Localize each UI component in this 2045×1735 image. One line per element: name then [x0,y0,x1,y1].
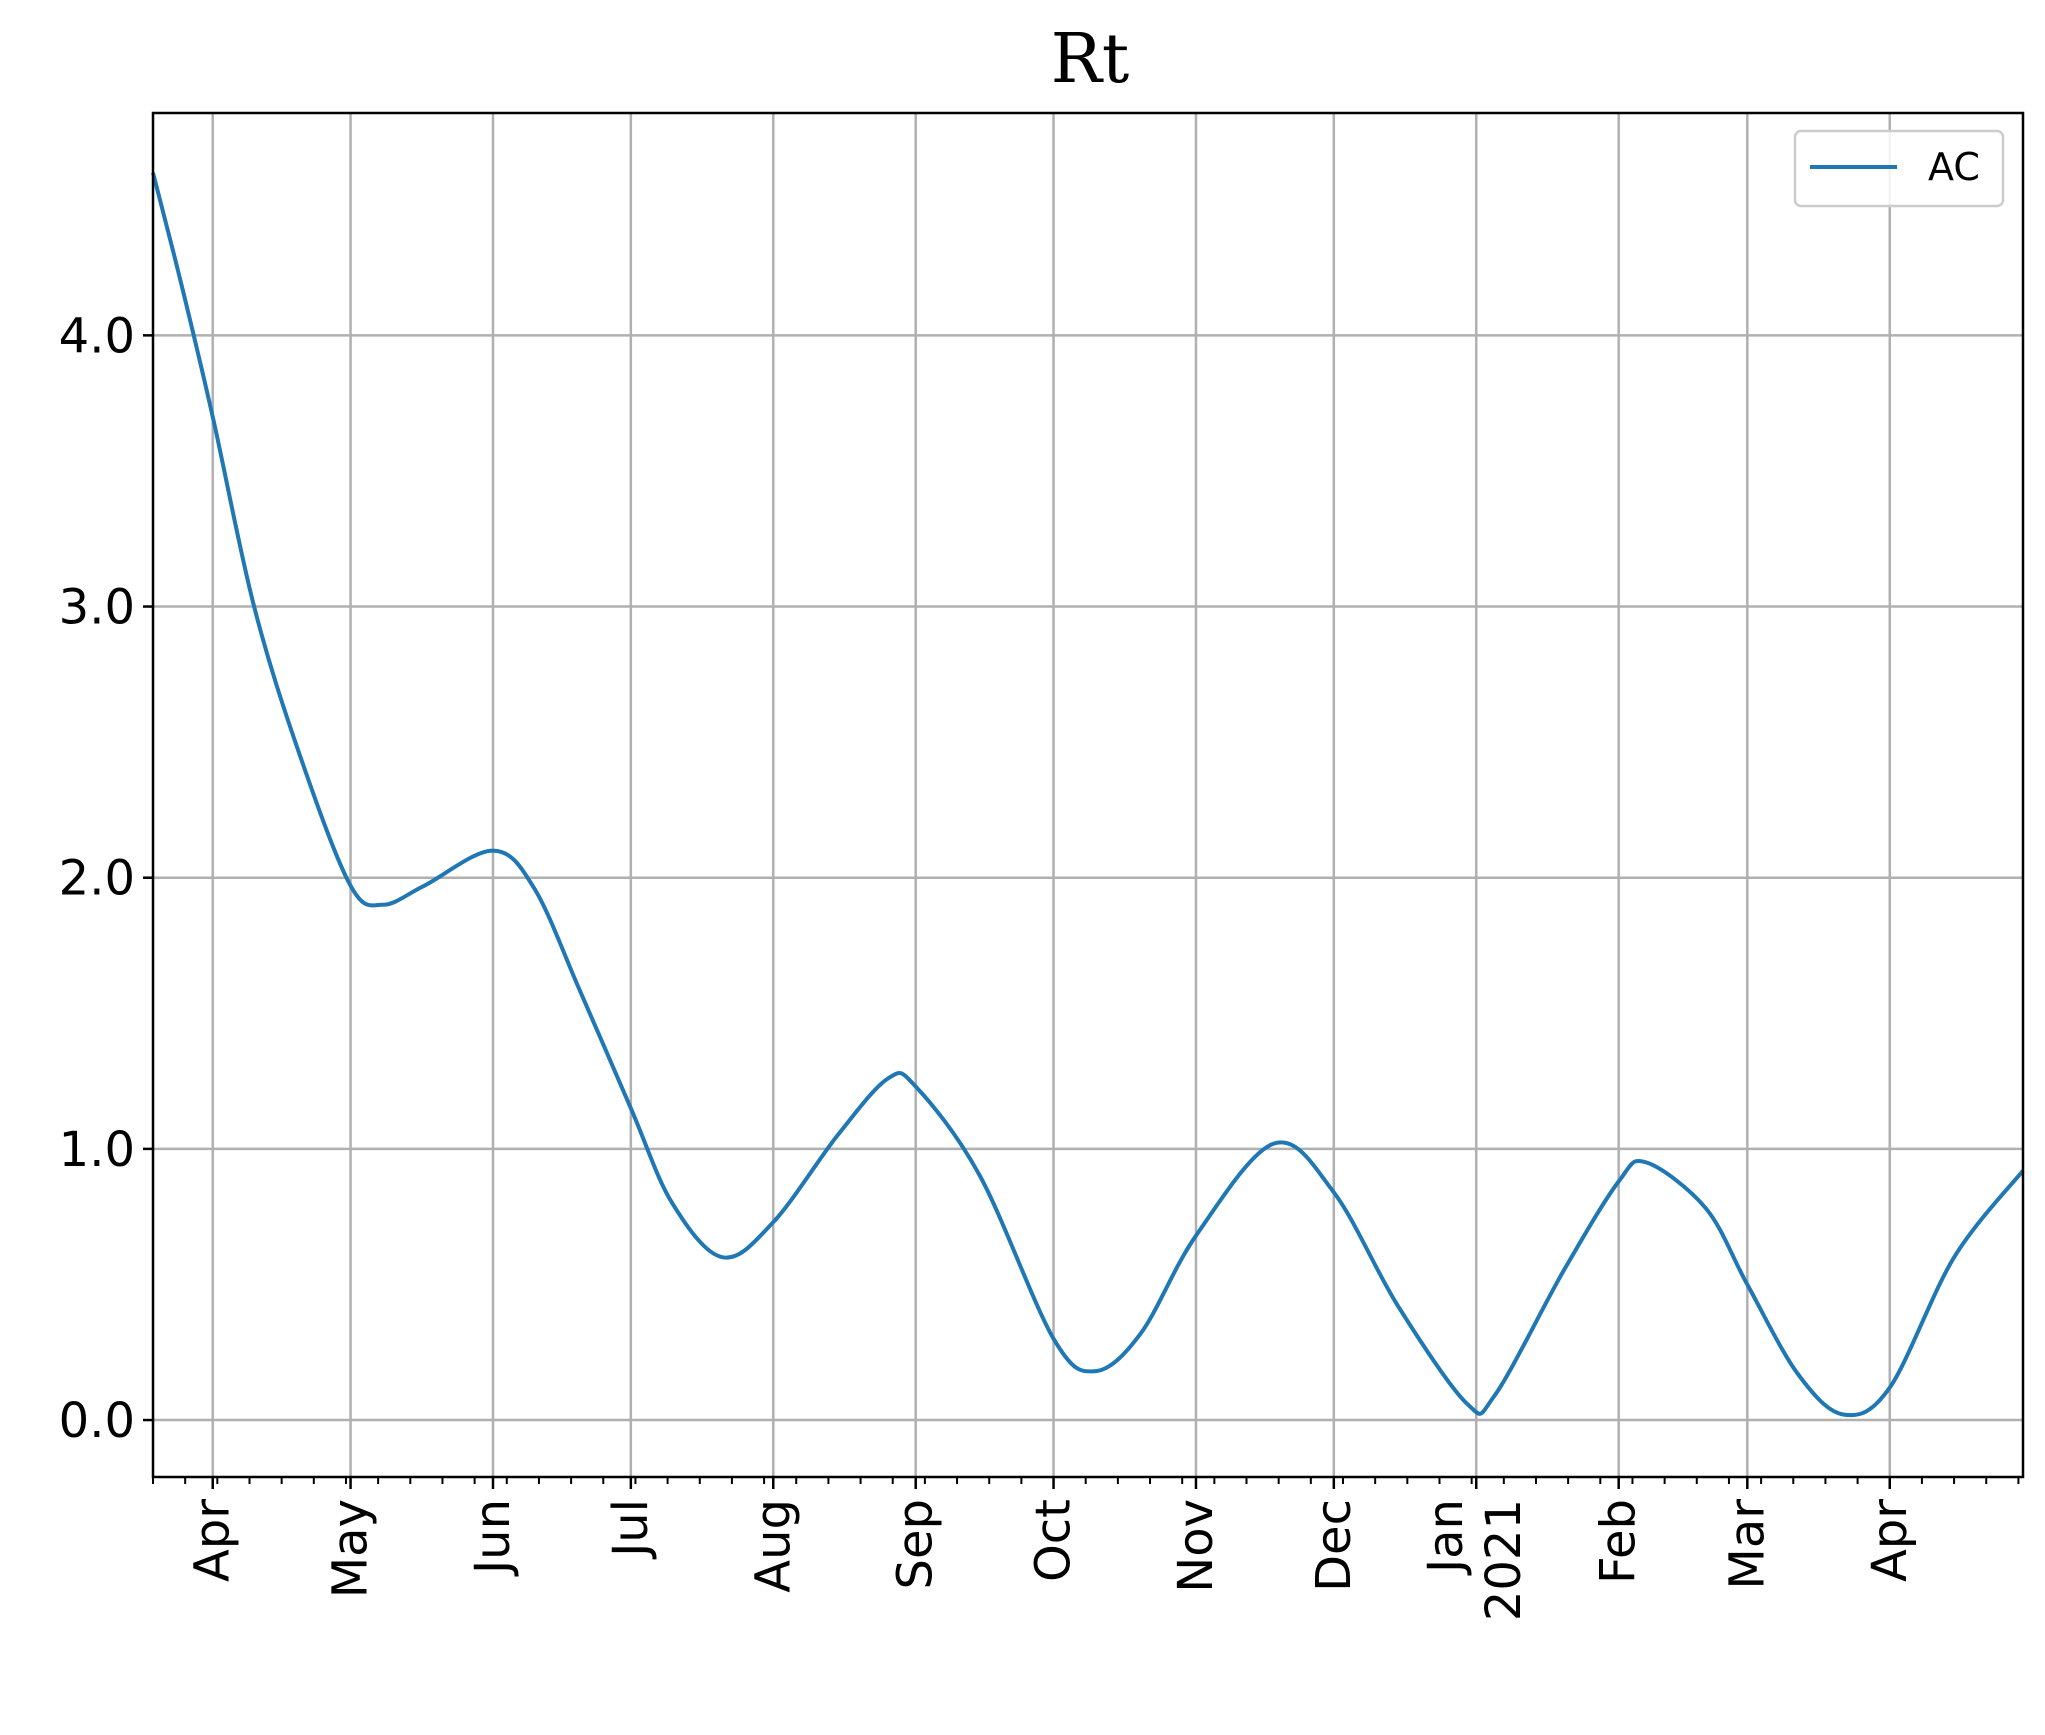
legend-label: AC [1928,145,1980,189]
chart-title: Rt [1051,20,1130,99]
x-tick-label: Sep [888,1499,944,1589]
x-tick-label: Apr [1862,1499,1918,1582]
series-line-ac [151,172,2025,1418]
x-tick-label: Jul [603,1499,659,1560]
x-tick-label: Oct [1026,1499,1082,1582]
plot-area: 0.0 1.0 2.0 3.0 4.0 Apr May Jun Jul Aug Sep Oct Nov… [59,111,2025,1621]
x-tick-label: Aug [745,1499,801,1593]
x-tick-label: Jun [465,1499,521,1577]
x-tick-label: Mar [1719,1499,1775,1590]
legend: AC [1793,129,2005,208]
x-tick-label: Jan [1418,1499,1474,1576]
x-tick-label: May [323,1499,379,1598]
series-layer [151,172,2025,1418]
x-axis: Apr May Jun Jul Aug Sep Oct Nov Dec Jan 2021 Feb Mar… [152,1477,2020,1621]
y-tick-label: 0.0 [59,1393,135,1449]
x-tick-label: Nov [1168,1499,1224,1593]
y-tick-label: 4.0 [59,308,135,364]
x-tick-label: Feb [1591,1499,1647,1584]
x-tick-label: Dec [1306,1499,1362,1592]
grid-lines [153,113,2023,1477]
y-tick-label: 1.0 [59,1122,135,1178]
x-tick-year-label: 2021 [1476,1499,1532,1621]
y-tick-label: 2.0 [59,851,135,907]
x-tick-label: Apr [185,1499,241,1582]
y-axis: 0.0 1.0 2.0 3.0 4.0 [59,308,153,1449]
axes-frame [151,111,2025,1479]
y-tick-label: 3.0 [59,580,135,636]
legend-box [1793,129,2005,208]
